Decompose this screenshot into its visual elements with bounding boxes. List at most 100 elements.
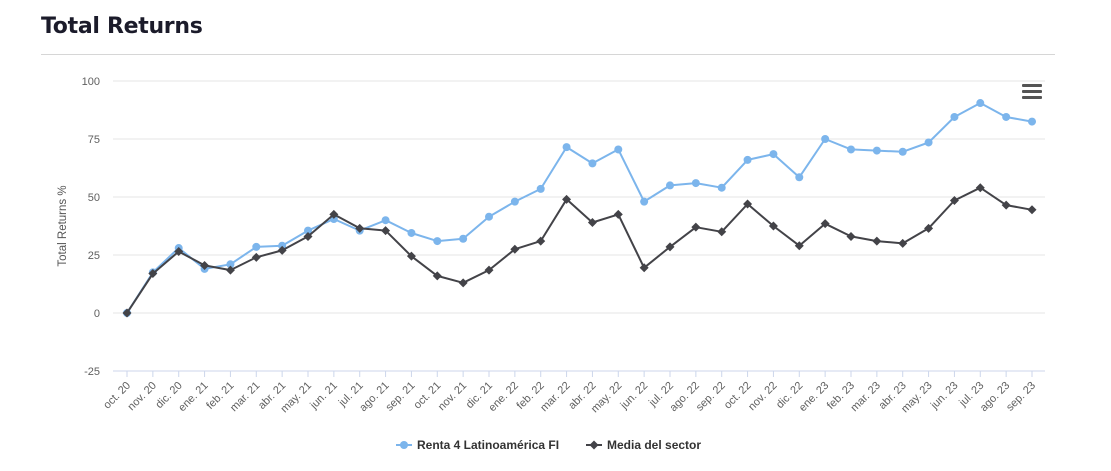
data-point[interactable] (510, 197, 519, 206)
x-tick-label: sep. 22 (694, 380, 728, 414)
series-line (126, 186, 1033, 314)
data-point[interactable] (743, 199, 753, 209)
x-tick-label: sep. 21 (384, 380, 418, 414)
data-point[interactable] (536, 184, 545, 193)
menu-bar (1022, 84, 1042, 87)
data-point[interactable] (898, 147, 907, 156)
series-group (122, 99, 1037, 318)
data-point[interactable] (485, 212, 493, 221)
data-point[interactable] (303, 231, 313, 241)
y-axis: 100 75 50 25 0 -25 (82, 76, 100, 378)
data-point[interactable] (381, 216, 390, 225)
data-point[interactable] (484, 265, 494, 275)
data-point[interactable] (614, 145, 623, 154)
data-point[interactable] (665, 242, 675, 252)
data-point[interactable] (562, 143, 571, 152)
data-point[interactable] (872, 236, 882, 246)
data-point[interactable] (950, 112, 959, 121)
data-point[interactable] (640, 197, 649, 206)
data-point[interactable] (407, 228, 416, 237)
data-point[interactable] (459, 234, 468, 243)
data-point[interactable] (433, 237, 442, 246)
y-tick-label: 100 (82, 76, 100, 88)
data-point[interactable] (924, 223, 934, 233)
legend-marker (400, 441, 408, 449)
x-tick-label: nov. 22 (746, 380, 779, 413)
x-tick-label: nov. 21 (436, 380, 469, 413)
legend-marker (589, 440, 599, 450)
data-point[interactable] (794, 241, 804, 251)
data-point[interactable] (200, 260, 210, 270)
data-point[interactable] (304, 226, 312, 235)
data-point[interactable] (613, 209, 623, 219)
data-point[interactable] (252, 242, 261, 251)
data-point[interactable] (976, 99, 985, 108)
data-point[interactable] (691, 222, 701, 232)
data-point[interactable] (924, 138, 933, 147)
series-fund (123, 99, 1036, 317)
data-point[interactable] (432, 271, 442, 281)
data-point[interactable] (795, 173, 804, 182)
data-point[interactable] (225, 265, 235, 275)
data-point[interactable] (769, 150, 778, 159)
hamburger-menu-icon[interactable] (1022, 84, 1042, 102)
legend-item[interactable]: Media del sector (586, 438, 701, 452)
data-point[interactable] (821, 135, 830, 143)
data-point[interactable] (381, 226, 391, 236)
y-tick-label: 75 (88, 134, 100, 146)
data-point[interactable] (122, 308, 132, 318)
x-tick-label: sep. 23 (1004, 380, 1038, 414)
data-point[interactable] (277, 245, 287, 255)
data-point[interactable] (458, 278, 468, 288)
data-point[interactable] (691, 179, 700, 188)
grid-lines (113, 80, 1045, 372)
data-point[interactable] (1028, 117, 1036, 126)
data-point[interactable] (717, 227, 727, 237)
menu-bar (1022, 90, 1042, 93)
legend[interactable]: Renta 4 Latinoamérica FI Media del sector (396, 438, 701, 452)
data-point[interactable] (872, 146, 881, 155)
data-point[interactable] (1001, 200, 1011, 210)
data-point[interactable] (846, 231, 856, 241)
data-point[interactable] (743, 155, 752, 164)
data-point[interactable] (174, 247, 184, 257)
data-point[interactable] (847, 145, 855, 154)
x-tick-label: nov. 20 (126, 380, 159, 413)
title-divider (41, 54, 1055, 55)
data-point[interactable] (1002, 112, 1011, 121)
data-point[interactable] (639, 263, 649, 273)
data-point[interactable] (536, 236, 546, 246)
series-sector-average (122, 183, 1037, 318)
data-point[interactable] (768, 221, 778, 231)
y-tick-label: 50 (88, 192, 100, 204)
data-point[interactable] (588, 159, 597, 168)
x-tick-label: jun. 21 (307, 380, 340, 413)
menu-bar (1022, 96, 1042, 99)
series-line (126, 102, 1033, 314)
data-point[interactable] (587, 218, 597, 228)
data-point[interactable] (975, 183, 985, 193)
data-point[interactable] (666, 181, 674, 190)
data-point[interactable] (406, 251, 416, 261)
legend-label: Media del sector (607, 438, 701, 452)
y-tick-label: 0 (94, 308, 100, 320)
data-point[interactable] (510, 244, 520, 254)
data-point[interactable] (1027, 205, 1037, 215)
data-point[interactable] (898, 238, 908, 248)
y-tick-label: 25 (88, 250, 100, 262)
data-point[interactable] (329, 209, 339, 219)
data-point[interactable] (251, 252, 261, 262)
y-tick-label: -25 (84, 366, 100, 378)
data-point[interactable] (355, 223, 365, 233)
legend-item[interactable]: Renta 4 Latinoamérica FI (396, 438, 559, 452)
data-point[interactable] (148, 269, 158, 279)
data-point[interactable] (717, 183, 726, 192)
data-point[interactable] (226, 260, 235, 269)
data-point[interactable] (949, 195, 959, 205)
data-point[interactable] (820, 219, 830, 229)
data-point[interactable] (562, 194, 572, 204)
page-title: Total Returns (41, 14, 203, 39)
data-point[interactable] (278, 241, 287, 250)
